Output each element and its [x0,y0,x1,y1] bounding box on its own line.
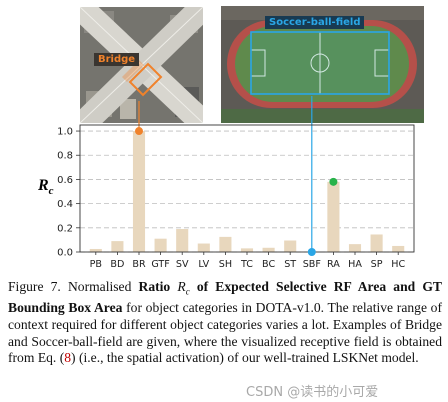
y-axis-label: Rc [37,177,54,197]
x-tick-label: TC [240,259,253,270]
plot-frame [79,124,415,253]
caption-prefix: Figure 7. Normalised [8,279,139,294]
y-tick-label: 0.2 [57,223,73,234]
bar-hc [392,245,405,252]
x-tick-label: BC [262,259,275,270]
x-tick-label: GTF [151,259,169,270]
x-tick-label: ST [284,259,296,270]
bar-gtf [154,238,167,252]
x-tick-label: BR [132,259,146,270]
soccer-label: Soccer-ball-field [265,16,365,29]
bridge-photo: Bridge [80,7,203,123]
bar-bc [262,247,275,252]
marker-br [135,127,143,136]
bar-sv [176,229,189,252]
y-tick-label: 1.0 [57,127,73,138]
caption-math: Rc [177,279,190,297]
marker-sbf [307,248,316,256]
axis-layer: 0.0 0.2 0.4 0.6 0.8 1.0 PB BD BR GTF SV LV SH TC BC ST S… [57,124,415,270]
x-tick-label: SBF [303,259,321,270]
bridge-photo-drawing [80,7,203,123]
bar-bd [111,241,124,252]
bar-sp [370,234,383,252]
soccer-photo: Soccer-ball-field [221,6,424,123]
x-tick-label: SV [176,259,189,270]
caption-bold-1: Ratio [138,279,178,294]
ratio-bar-chart: 0.0 0.2 0.4 0.6 0.8 1.0 PB BD BR GTF SV LV SH TC BC ST S… [37,96,415,270]
x-tick-label: RA [327,259,340,270]
grid-layer [80,130,414,253]
y-tick-label: 0.4 [57,199,73,210]
x-tick-label: SP [371,259,383,270]
x-tick-label: HA [348,259,362,270]
marker-ra [329,177,338,186]
watermark: CSDN @读书的小可爱 [246,385,379,400]
caption-bold-2: of Expected Selective RF Area and GT Bou… [8,279,442,316]
y-tick-label: 0.6 [57,175,73,186]
bar-ha [348,244,362,252]
marker-layer [135,127,338,256]
bar-pb [89,248,102,252]
x-tick-label: SH [219,259,232,270]
x-tick-label: PB [90,259,102,270]
bar-st [284,240,297,252]
bridge-label: Bridge [94,53,140,66]
y-tick-label: 0.8 [57,151,73,162]
bar-lv [197,243,210,252]
equation-ref-link[interactable]: 8 [64,350,72,366]
x-tick-label: LV [198,259,209,270]
caption-tail: ) (i.e., the spatial activation) of our … [71,350,419,366]
x-tick-label: HC [391,259,405,270]
bars-layer [89,131,405,252]
bar-sh [219,236,232,252]
caption-body: for object categories in DOTA-v1.0. The … [8,300,443,366]
figure-caption: Figure 7. Normalised Ratio Rc of Expecte… [8,279,442,367]
bar-tc [240,248,254,252]
x-tick-label: BD [110,259,124,270]
y-tick-label: 0.0 [57,248,73,259]
bar-ra [327,181,340,252]
bar-br [132,131,146,252]
